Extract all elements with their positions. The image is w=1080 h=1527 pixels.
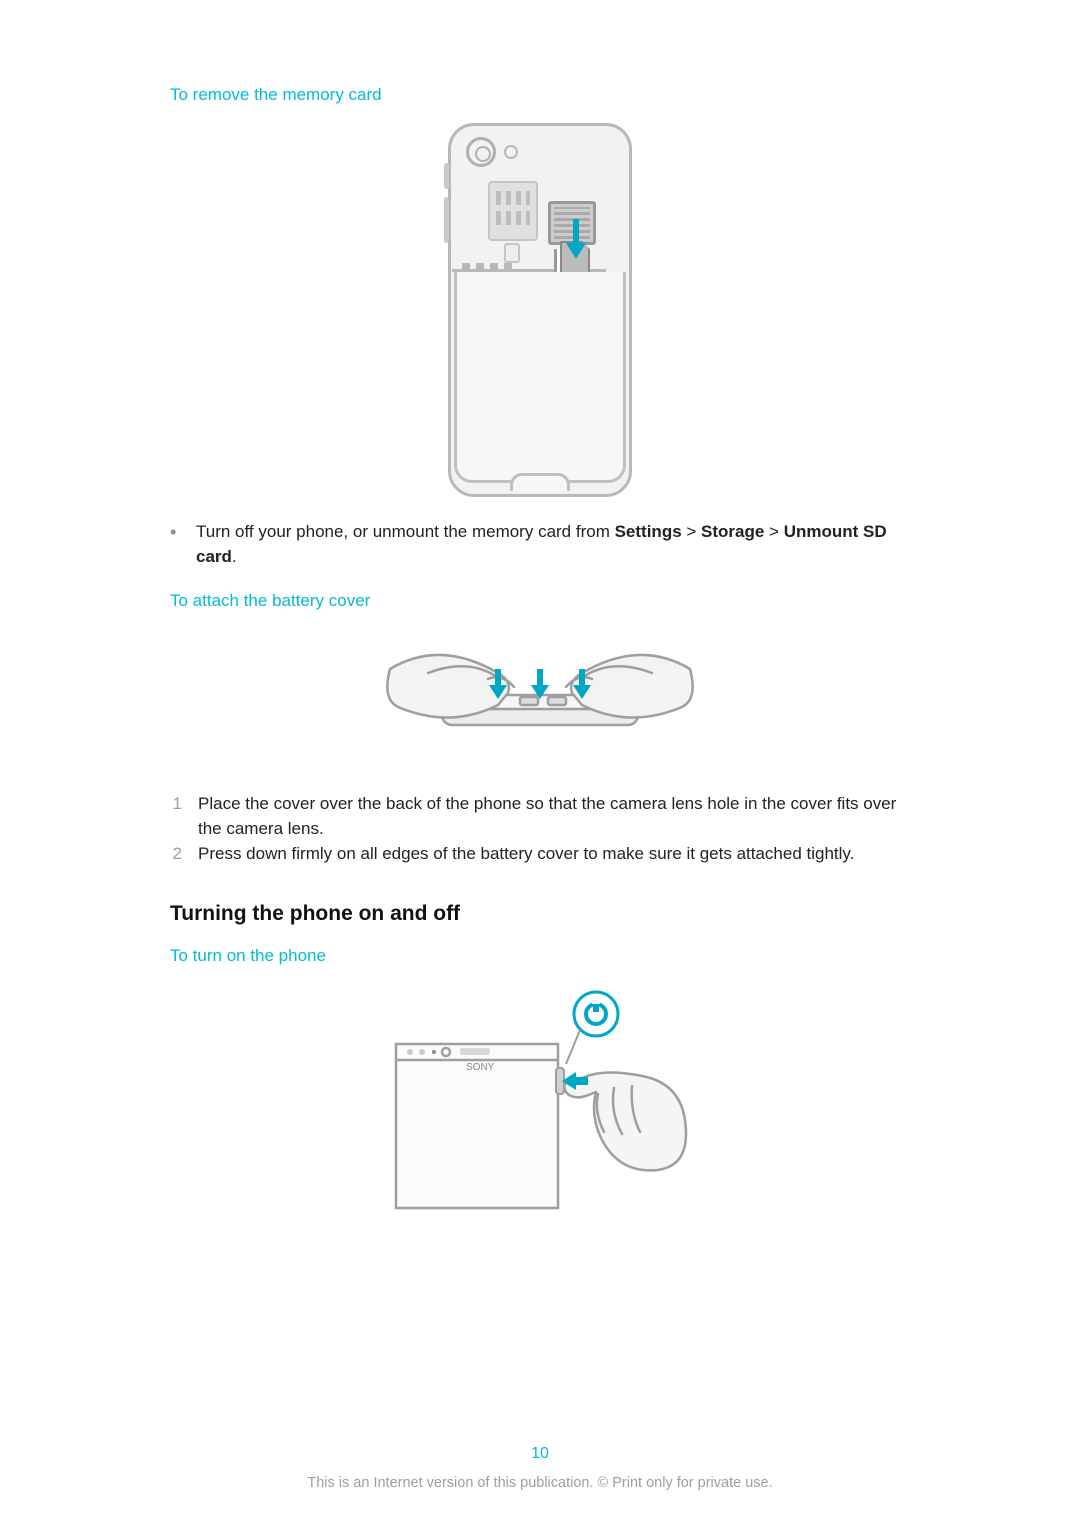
text-fragment: > [682,522,701,541]
bullet-text: Turn off your phone, or unmount the memo… [196,520,910,569]
step-number: 2 [170,842,182,867]
figure-turn-on-phone: SONY [170,984,910,1219]
heading-remove-memory-card: To remove the memory card [170,85,910,105]
heading-turning-phone-on-off: Turning the phone on and off [170,902,910,926]
figure-remove-memory-card [170,123,910,502]
camera-lens-icon [466,137,496,167]
step-1: 1 Place the cover over the back of the p… [170,792,910,841]
heading-attach-battery-cover: To attach the battery cover [170,591,910,611]
page-number: 10 [0,1445,1080,1463]
figure-attach-battery-cover [170,629,910,774]
text-fragment: Turn off your phone, or unmount the memo… [196,522,615,541]
flash-icon [504,145,518,159]
text-bold: Settings [615,522,682,541]
text-fragment: . [232,547,237,566]
step-text: Press down firmly on all edges of the ba… [198,842,854,867]
text-fragment: > [764,522,783,541]
step-text: Place the cover over the back of the pho… [198,792,910,841]
power-button-callout-icon [566,992,618,1064]
bullet-unmount-sd: • Turn off your phone, or unmount the me… [170,520,910,569]
heading-turn-on-phone: To turn on the phone [170,946,910,966]
bullet-icon: • [170,520,180,569]
brand-label: SONY [466,1062,495,1073]
step-number: 1 [170,792,182,841]
text-bold: Storage [701,522,764,541]
step-2: 2 Press down firmly on all edges of the … [170,842,910,867]
arrow-down-icon [569,219,583,259]
footer-note: This is an Internet version of this publ… [0,1475,1080,1491]
